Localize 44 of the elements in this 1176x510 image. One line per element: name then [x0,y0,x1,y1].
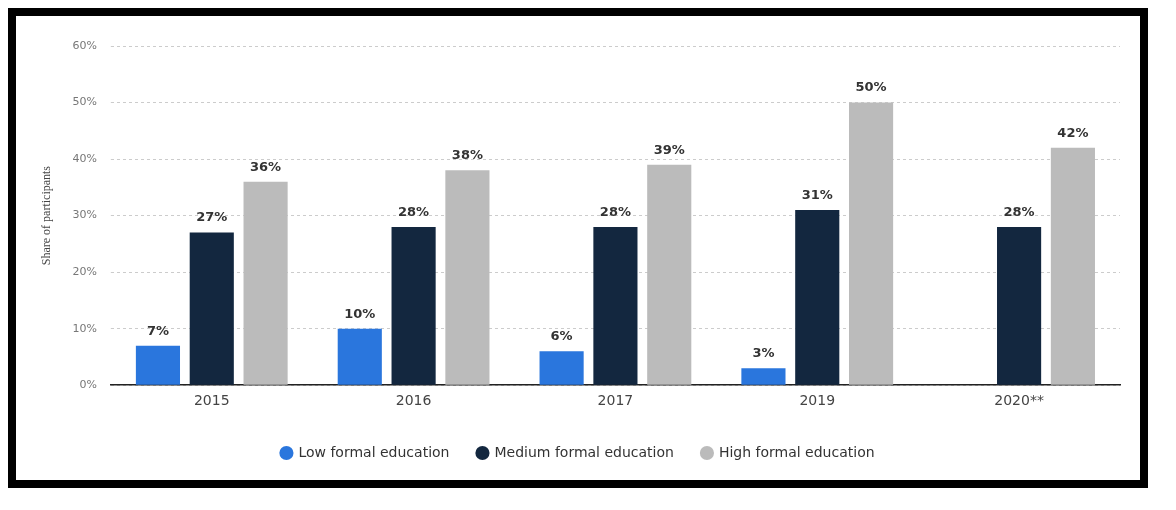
bar [1050,147,1095,385]
data-label: 39% [653,141,685,157]
y-tick-label: 0% [79,378,97,392]
bar [593,226,638,385]
data-label: 50% [855,79,887,95]
bar [337,328,382,385]
bar [445,170,490,385]
y-tick-label: 60% [72,38,97,52]
y-tick-label: 10% [72,321,97,335]
bar [135,345,181,385]
x-tick-label: 2016 [395,392,432,409]
y-tick-label: 50% [72,95,97,109]
x-tick-label: 2015 [193,392,230,409]
bar [391,226,436,385]
bar [849,102,894,385]
data-label: 31% [801,186,833,202]
data-label: 27% [196,209,228,225]
legend-label: High formal education [718,443,875,460]
bar [741,368,786,385]
bar [647,164,692,385]
data-label: 7% [146,322,169,338]
y-tick-label: 40% [72,151,97,165]
bar [243,181,288,385]
data-label: 28% [1003,203,1035,219]
data-label: 42% [1057,124,1089,140]
data-label: 3% [752,345,775,361]
data-label: 28% [599,203,631,219]
bar [539,351,584,385]
data-label: 6% [550,328,573,344]
legend-label: Low formal education [298,443,450,460]
data-label: 28% [398,203,430,219]
y-axis-title: Share of participants [39,165,54,266]
bar [795,209,840,385]
legend-label: Medium formal education [494,443,674,460]
y-tick-label: 20% [72,264,97,278]
bar [189,232,234,385]
y-tick-label: 30% [72,208,97,222]
data-label: 36% [250,158,282,174]
data-label: 38% [451,147,483,163]
data-label: 10% [344,305,376,321]
x-tick-label: 2017 [597,392,634,409]
x-tick-label: 2020** [994,392,1044,409]
x-tick-label: 2019 [799,392,836,409]
bar [997,226,1042,385]
